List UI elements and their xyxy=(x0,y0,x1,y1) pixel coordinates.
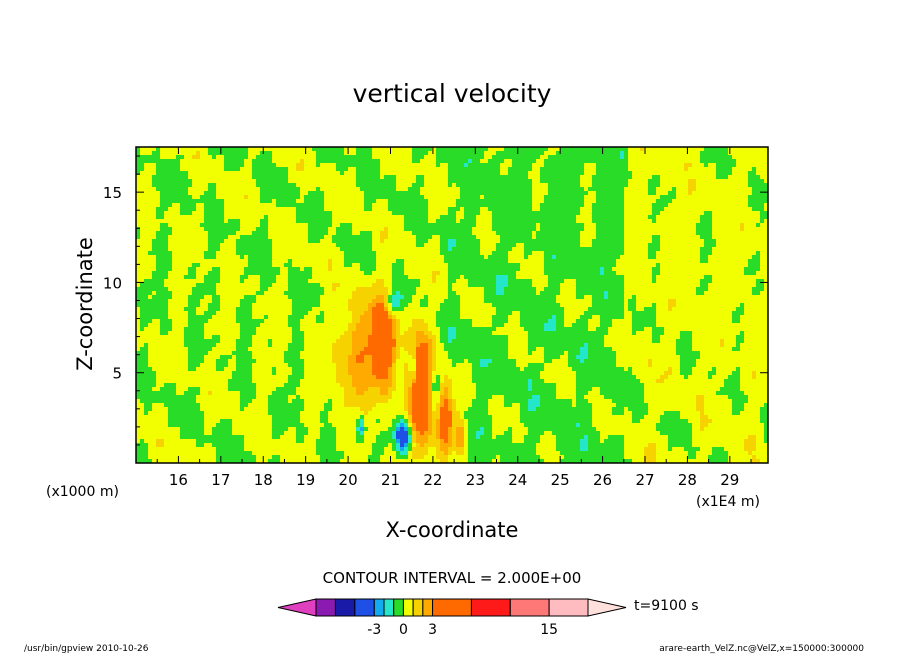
x-tick-label: 24 xyxy=(508,471,527,489)
y-tick-label: 10 xyxy=(103,274,122,292)
footer-left: /usr/bin/gpview 2010-10-26 xyxy=(24,644,149,654)
colorbar-bin xyxy=(509,598,550,617)
x-tick-label: 19 xyxy=(296,471,315,489)
colorbar-tick-label: 3 xyxy=(428,622,437,638)
x-tick-label: 25 xyxy=(551,471,570,489)
colorbar-bin xyxy=(334,598,356,617)
y-axis-ticks: 5 10 15 xyxy=(103,155,768,446)
colorbar-bin xyxy=(422,598,434,617)
x-tick-label: 22 xyxy=(423,471,442,489)
time-label: t=9100 s xyxy=(634,598,699,614)
chart-title: vertical velocity xyxy=(353,79,552,108)
colorbar-low-arrow xyxy=(277,598,317,617)
x-tick-label: 18 xyxy=(254,471,273,489)
colorbar-bin xyxy=(393,598,404,617)
x-axis-ticks: 16 17 18 19 20 21 22 23 24 25 26 27 28 29 xyxy=(156,147,752,489)
x-tick-label: 29 xyxy=(720,471,739,489)
x-unit-left: (x1000 m) xyxy=(46,484,119,500)
x-tick-label: 21 xyxy=(381,471,400,489)
colorbar-bin xyxy=(470,598,511,617)
colorbar-bin xyxy=(548,598,589,617)
colorbar-bin xyxy=(373,598,385,617)
x-tick-label: 17 xyxy=(211,471,230,489)
colorbar-tick-label: 0 xyxy=(399,622,408,638)
y-tick-label: 5 xyxy=(112,365,122,383)
x-tick-label: 26 xyxy=(593,471,612,489)
colorbar-bin xyxy=(432,598,472,617)
colorbar-bin xyxy=(354,598,375,617)
x-tick-label: 20 xyxy=(339,471,358,489)
colorbar-bin xyxy=(315,598,336,617)
x-tick-label: 16 xyxy=(169,471,188,489)
x-tick-label: 27 xyxy=(635,471,654,489)
footer-right: arare-earth_VelZ.nc@VelZ,x=150000:300000 xyxy=(659,644,864,654)
plot-frame xyxy=(135,146,769,464)
colorbar-tick-label: 15 xyxy=(540,622,558,638)
colorbar: -3 0 3 15 xyxy=(277,598,627,638)
x-tick-label: 23 xyxy=(466,471,485,489)
y-axis-label: Z-coordinate xyxy=(73,237,97,371)
colorbar-bin xyxy=(402,598,414,617)
plot-area xyxy=(136,147,768,463)
colorbar-bin xyxy=(412,598,424,617)
x-tick-label: 28 xyxy=(678,471,697,489)
colorbar-high-arrow xyxy=(587,598,627,617)
colorbar-tick-label: -3 xyxy=(367,622,381,638)
contour-interval-label: CONTOUR INTERVAL = 2.000E+00 xyxy=(323,569,582,587)
y-tick-label: 15 xyxy=(103,184,122,202)
x-axis-label: X-coordinate xyxy=(386,518,519,542)
x-unit-right: (x1E4 m) xyxy=(696,494,760,510)
colorbar-bin xyxy=(383,598,395,617)
